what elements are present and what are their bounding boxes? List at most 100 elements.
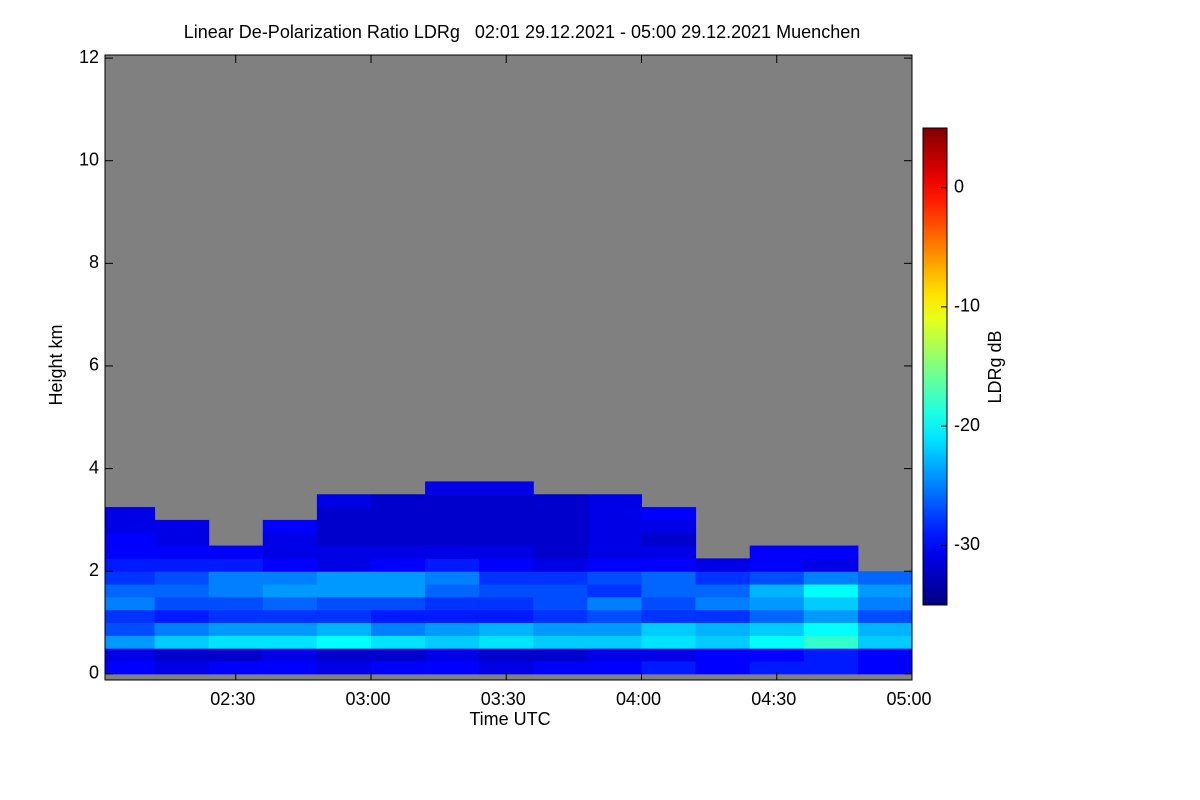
heatmap-cell	[533, 558, 588, 572]
heatmap-cell	[370, 571, 426, 585]
heatmap-cell	[105, 545, 156, 559]
heatmap-cell	[316, 584, 372, 598]
heatmap-cell	[587, 532, 642, 547]
heatmap-cell	[370, 507, 426, 521]
heatmap-cell	[208, 545, 264, 559]
x-tick-label: 03:00	[345, 689, 390, 709]
heatmap-cell	[105, 519, 156, 534]
heatmap-cell	[695, 609, 751, 624]
heatmap-cell	[803, 545, 859, 559]
heatmap-cell	[105, 596, 156, 611]
heatmap-cell	[803, 558, 859, 572]
heatmap-cell	[105, 532, 156, 547]
heatmap-cell	[262, 532, 318, 547]
heatmap-cell	[262, 519, 318, 534]
heatmap-cell	[641, 609, 697, 624]
heatmap-cell	[803, 584, 859, 598]
heatmap-cell	[370, 545, 426, 559]
heatmap-cell	[533, 622, 588, 636]
heatmap-cell	[533, 494, 588, 508]
heatmap-cell	[208, 622, 264, 636]
heatmap-cell	[749, 622, 805, 636]
heatmap-cell	[641, 519, 697, 534]
heatmap-cell	[262, 584, 318, 598]
heatmap-cell	[533, 519, 588, 534]
x-tick-label: 03:30	[481, 689, 526, 709]
heatmap-cell	[857, 609, 912, 624]
heatmap-cell	[316, 494, 372, 508]
heatmap-cell	[154, 596, 210, 611]
heatmap-cell	[316, 558, 372, 572]
heatmap-cell	[695, 558, 751, 572]
heatmap-cell	[370, 532, 426, 547]
heatmap-cell	[425, 609, 480, 624]
heatmap-cell	[262, 635, 318, 649]
heatmap-cell	[262, 596, 318, 611]
heatmap-cell	[208, 558, 264, 572]
heatmap-cell	[803, 571, 859, 585]
heatmap-cell	[533, 532, 588, 547]
x-tick-label: 04:30	[751, 689, 796, 709]
heatmap-cell	[695, 596, 751, 611]
heatmap-cell	[154, 571, 210, 585]
heatmap-cell	[316, 661, 372, 675]
heatmap-cell	[208, 609, 264, 624]
heatmap-cell	[425, 648, 480, 662]
heatmap-cell	[803, 635, 859, 649]
heatmap-cell	[695, 661, 751, 675]
heatmap-cell	[641, 635, 697, 649]
heatmap-cell	[641, 545, 697, 559]
heatmap-cell	[587, 571, 642, 585]
heatmap-cell	[749, 635, 805, 649]
heatmap-cell	[316, 609, 372, 624]
heatmap-cell	[803, 609, 859, 624]
heatmap-cell	[425, 661, 480, 675]
heatmap-cell	[262, 661, 318, 675]
colorbar-tick-label: -30	[954, 534, 980, 554]
x-axis-label: Time UTC	[469, 709, 550, 729]
heatmap-cell	[749, 648, 805, 662]
heatmap-cell	[425, 558, 480, 572]
heatmap-cell	[857, 622, 912, 636]
heatmap-cell	[857, 635, 912, 649]
plot-frame	[104, 54, 913, 681]
y-tick-label: 12	[79, 47, 99, 67]
heatmap-cell	[154, 622, 210, 636]
heatmap-cell	[641, 648, 697, 662]
heatmap-cell	[370, 558, 426, 572]
heatmap-cell	[105, 635, 156, 649]
heatmap-cell	[641, 596, 697, 611]
heatmap-cell	[425, 481, 480, 495]
heatmap-cell	[425, 584, 480, 598]
heatmap-cell	[370, 494, 426, 508]
heatmap-cell	[154, 532, 210, 547]
heatmap-cell	[425, 571, 480, 585]
heatmap-cell	[695, 584, 751, 598]
heatmap-cell	[533, 635, 588, 649]
heatmap-cell	[749, 545, 805, 559]
y-tick-label: 10	[79, 149, 99, 169]
heatmap-cell	[316, 545, 372, 559]
heatmap-cell	[479, 609, 534, 624]
colorbar	[922, 127, 948, 606]
heatmap-cell	[316, 507, 372, 521]
heatmap-cell	[262, 545, 318, 559]
heatmap-cell	[370, 622, 426, 636]
heatmap-cells	[105, 481, 912, 675]
heatmap-cell	[370, 648, 426, 662]
heatmap-cell	[749, 596, 805, 611]
chart-title: Linear De-Polarization Ratio LDRg 02:01 …	[184, 22, 860, 42]
y-tick-label: 4	[89, 457, 99, 477]
heatmap-cell	[105, 571, 156, 585]
heatmap-cell	[154, 609, 210, 624]
heatmap-cell	[641, 507, 697, 521]
heatmap-cell	[803, 596, 859, 611]
heatmap-cell	[479, 571, 534, 585]
x-tick-label: 04:00	[616, 689, 661, 709]
heatmap-cell	[641, 622, 697, 636]
heatmap-cell	[105, 584, 156, 598]
heatmap-cell	[370, 661, 426, 675]
colorbar-tick-label: -20	[954, 415, 980, 435]
heatmap-cell	[533, 596, 588, 611]
